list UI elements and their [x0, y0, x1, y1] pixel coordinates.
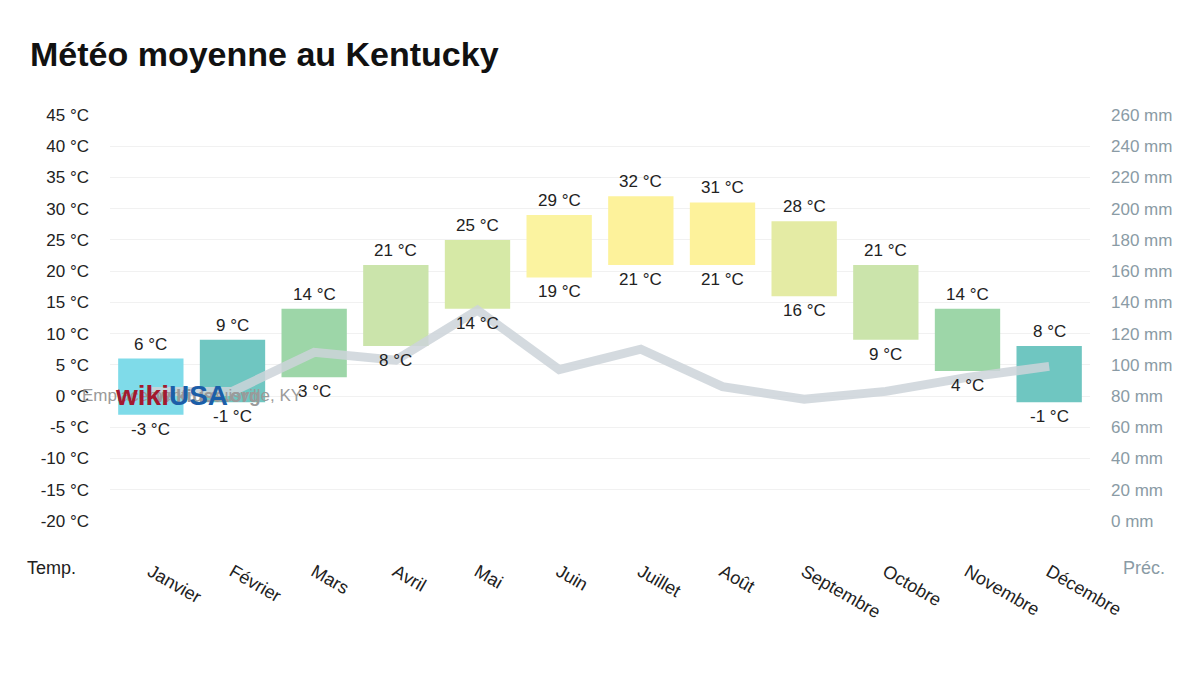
svg-text:wikiUSA: wikiUSA [115, 380, 228, 411]
svg-text:Temp.: Temp. [27, 558, 76, 578]
svg-text:21 °C: 21 °C [619, 270, 662, 289]
svg-text:-5 °C: -5 °C [50, 418, 89, 437]
svg-text:Novembre: Novembre [961, 561, 1043, 620]
svg-text:Juin: Juin [553, 561, 592, 595]
svg-text:Septembre: Septembre [798, 561, 884, 622]
svg-text:-10 °C: -10 °C [41, 449, 89, 468]
svg-text:3 °C: 3 °C [298, 382, 331, 401]
svg-text:31 °C: 31 °C [701, 178, 744, 197]
svg-text:15 °C: 15 °C [46, 293, 89, 312]
svg-text:wikiusa.org: wikiusa.org [155, 385, 261, 406]
svg-text:220 mm: 220 mm [1111, 168, 1172, 187]
svg-text:120 mm: 120 mm [1111, 325, 1172, 344]
svg-text:Mars: Mars [308, 561, 353, 598]
svg-text:Janvier: Janvier [144, 561, 204, 607]
svg-text:21 °C: 21 °C [374, 241, 417, 260]
svg-text:8 °C: 8 °C [1033, 322, 1066, 341]
svg-text:260 mm: 260 mm [1111, 106, 1172, 125]
svg-text:-3 °C: -3 °C [131, 420, 170, 439]
svg-text:Mai: Mai [471, 561, 506, 593]
svg-text:14 °C: 14 °C [293, 285, 336, 304]
svg-text:Avril: Avril [389, 561, 429, 596]
svg-text:9 °C: 9 °C [869, 345, 902, 364]
svg-text:140 mm: 140 mm [1111, 293, 1172, 312]
svg-text:9 °C: 9 °C [216, 316, 249, 335]
svg-text:Emplacement : Louisville, KY: Emplacement : Louisville, KY [82, 386, 302, 405]
svg-text:-20 °C: -20 °C [41, 512, 89, 531]
svg-text:Juillet: Juillet [634, 561, 684, 601]
svg-text:20 mm: 20 mm [1111, 481, 1163, 500]
svg-text:5 °C: 5 °C [56, 356, 89, 375]
svg-text:21 °C: 21 °C [864, 241, 907, 260]
svg-text:180 mm: 180 mm [1111, 231, 1172, 250]
svg-text:30 °C: 30 °C [46, 200, 89, 219]
svg-text:45 °C: 45 °C [46, 106, 89, 125]
svg-text:29 °C: 29 °C [538, 191, 581, 210]
svg-text:8 °C: 8 °C [379, 351, 412, 370]
svg-text:Météo moyenne au Kentucky: Météo moyenne au Kentucky [30, 35, 499, 73]
svg-text:-1 °C: -1 °C [213, 407, 252, 426]
svg-text:14 °C: 14 °C [456, 314, 499, 333]
svg-text:Août: Août [716, 561, 758, 597]
svg-text:21 °C: 21 °C [701, 270, 744, 289]
svg-text:160 mm: 160 mm [1111, 262, 1172, 281]
svg-text:100 mm: 100 mm [1111, 356, 1172, 375]
svg-text:0 mm: 0 mm [1111, 512, 1154, 531]
svg-text:20 °C: 20 °C [46, 262, 89, 281]
svg-text:32 °C: 32 °C [619, 172, 662, 191]
svg-text:14 °C: 14 °C [946, 285, 989, 304]
svg-text:Octobre: Octobre [879, 561, 944, 610]
svg-text:28 °C: 28 °C [783, 197, 826, 216]
svg-text:0 °C: 0 °C [56, 387, 89, 406]
svg-text:200 mm: 200 mm [1111, 200, 1172, 219]
svg-text:10 °C: 10 °C [46, 325, 89, 344]
svg-text:25 °C: 25 °C [456, 216, 499, 235]
svg-text:35 °C: 35 °C [46, 168, 89, 187]
svg-text:6 °C: 6 °C [134, 335, 167, 354]
svg-text:60 mm: 60 mm [1111, 418, 1163, 437]
svg-text:Préc.: Préc. [1123, 558, 1165, 578]
svg-text:40 °C: 40 °C [46, 137, 89, 156]
svg-text:Février: Février [226, 561, 285, 606]
svg-text:-15 °C: -15 °C [41, 481, 89, 500]
svg-text:25 °C: 25 °C [46, 231, 89, 250]
svg-text:-1 °C: -1 °C [1030, 407, 1069, 426]
svg-text:Décembre: Décembre [1043, 561, 1125, 620]
svg-text:4 °C: 4 °C [951, 376, 984, 395]
svg-text:240 mm: 240 mm [1111, 137, 1172, 156]
svg-text:19 °C: 19 °C [538, 282, 581, 301]
svg-text:40 mm: 40 mm [1111, 449, 1163, 468]
svg-text:80 mm: 80 mm [1111, 387, 1163, 406]
svg-text:16 °C: 16 °C [783, 301, 826, 320]
